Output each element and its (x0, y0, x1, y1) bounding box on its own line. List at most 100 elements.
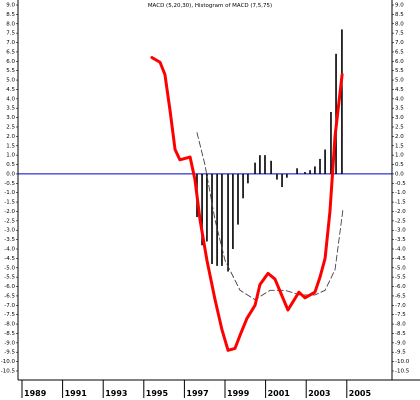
y-tick-label-right: 3.0 (395, 115, 404, 121)
y-tick-label-right: -7.0 (395, 303, 406, 309)
y-tick-label-right: 1.0 (395, 153, 404, 159)
y-tick-label: 3.5 (6, 106, 15, 112)
y-tick-label: 0.0 (6, 171, 15, 177)
y-tick-label-right: -2.0 (395, 209, 406, 215)
x-tick-label: 1995 (146, 389, 169, 398)
y-tick-label-right: -6.0 (395, 284, 406, 290)
macd-line (150, 56, 344, 352)
y-tick-label: -6.5 (4, 293, 15, 299)
y-tick-label: 3.0 (6, 115, 15, 121)
y-tick-label-right: 7.0 (395, 40, 404, 46)
histogram-bar (309, 170, 311, 174)
y-tick-label-right: 2.0 (395, 134, 404, 140)
y-tick-label: 7.0 (6, 40, 15, 46)
y-tick-label: -3.0 (4, 228, 15, 234)
x-tick-label: 1999 (227, 389, 250, 398)
y-tick-label: -6.0 (4, 284, 15, 290)
x-tick-label: 1989 (24, 389, 47, 398)
y-tick-label: -5.5 (4, 275, 15, 281)
y-tick-label-right: 8.5 (395, 12, 404, 18)
y-tick-label-right: 7.5 (395, 31, 404, 37)
y-tick-label-right: -9.5 (395, 350, 406, 356)
y-tick-label: 2.5 (6, 125, 15, 131)
histogram-bar (281, 173, 283, 188)
x-tick-label: 2001 (268, 389, 291, 398)
y-tick-label: -0.5 (4, 181, 15, 187)
histogram-bar (211, 173, 213, 265)
histogram-bar (237, 173, 239, 225)
y-tick-label: -3.5 (4, 237, 15, 243)
y-tick-label: -9.0 (4, 340, 15, 346)
y-tick-label-right: -8.0 (395, 322, 406, 328)
histogram-bar (247, 173, 249, 184)
y-tick-label: 9.0 (6, 3, 15, 9)
y-tick-label: -5.0 (4, 265, 15, 271)
y-tick-label-right: 5.5 (395, 68, 404, 74)
y-tick-label-right: -7.5 (395, 312, 406, 318)
histogram-bar (286, 173, 288, 178)
y-tick-label-right: -9.0 (395, 340, 406, 346)
y-tick-label: -1.5 (4, 200, 15, 206)
y-tick-label-right: 8.0 (395, 21, 404, 27)
histogram-bar (259, 155, 261, 174)
y-tick-label-right: 0.5 (395, 162, 404, 168)
y-tick-label: -2.0 (4, 209, 15, 215)
x-tick-label: 1991 (65, 389, 88, 398)
y-tick-label: 8.5 (6, 12, 15, 18)
signal-line (196, 132, 344, 301)
y-tick-label-right: -1.0 (395, 190, 406, 196)
y-tick-label-right: -8.5 (395, 331, 406, 337)
y-tick-label: -10.5 (1, 369, 16, 375)
y-tick-label: -7.0 (4, 303, 15, 309)
y-tick-label-right: 9.0 (395, 3, 404, 9)
y-tick-label: 6.5 (6, 49, 15, 55)
y-tick-label: 0.5 (6, 162, 15, 168)
y-tick-label-right: -3.0 (395, 228, 406, 234)
histogram-bar (319, 158, 321, 174)
y-tick-label: 5.0 (6, 78, 15, 84)
y-tick-label-right: -5.5 (395, 275, 406, 281)
y-tick-label-right: -6.5 (395, 293, 406, 299)
y-tick-label-right: 4.0 (395, 96, 404, 102)
y-tick-label: 5.5 (6, 68, 15, 74)
y-tick-label-right: -0.5 (395, 181, 406, 187)
y-tick-label-right: 6.5 (395, 49, 404, 55)
histogram-bar (201, 173, 203, 246)
chart-title: MACD (5,20,30), Histogram of MACD (7,5,7… (148, 3, 272, 9)
histogram-bar (232, 173, 234, 249)
histogram-bar (216, 173, 218, 266)
y-tick-label: -8.5 (4, 331, 15, 337)
x-tick-label: 2003 (308, 389, 330, 398)
y-tick-label: -10.0 (1, 359, 16, 365)
histogram-bar (304, 172, 306, 174)
y-tick-label: -7.5 (4, 312, 15, 318)
y-tick-label-right: 3.5 (395, 106, 404, 112)
histogram-bar (296, 168, 298, 174)
histogram-bar (314, 166, 316, 174)
histogram-bar (221, 173, 223, 266)
y-tick-label: 8.0 (6, 21, 15, 27)
y-tick-label: -1.0 (4, 190, 15, 196)
y-tick-label: 4.0 (6, 96, 15, 102)
y-tick-label: 1.0 (6, 153, 15, 159)
y-tick-label: -4.0 (4, 247, 15, 253)
y-tick-label: -2.5 (4, 218, 15, 224)
histogram-bar (270, 160, 272, 174)
histogram-bar (254, 162, 256, 174)
y-tick-label: 6.0 (6, 59, 15, 65)
x-tick-label: 1997 (186, 389, 208, 398)
y-tick-label: -4.5 (4, 256, 15, 262)
histogram-bar (227, 173, 229, 272)
y-tick-label-right: -3.5 (395, 237, 406, 243)
y-tick-label-right: -2.5 (395, 218, 406, 224)
y-tick-label-right: -1.5 (395, 200, 406, 206)
histogram-bar (335, 53, 337, 174)
y-tick-label-right: -10.0 (395, 359, 410, 365)
y-tick-label: 4.5 (6, 87, 15, 93)
y-tick-label: -9.5 (4, 350, 15, 356)
x-tick-label: 2005 (349, 389, 372, 398)
histogram-bar (206, 173, 208, 242)
histogram-bar (264, 155, 266, 174)
